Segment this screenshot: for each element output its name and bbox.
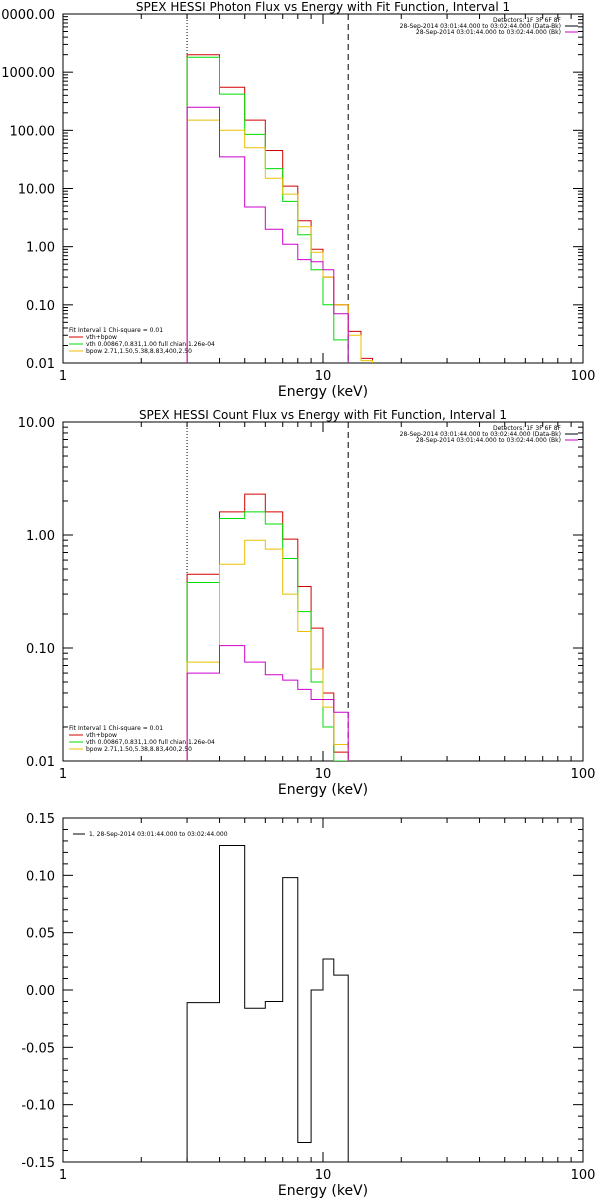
- header-line: Detectors: 1F 3F 6F 8F: [493, 425, 562, 432]
- x-tick-label: 1: [59, 767, 67, 782]
- chart-panel-3: 1 10 100 Energy (keV) -0.15 -0.10 -0.05 0.00 0.0…: [21, 812, 595, 1199]
- chart-title: SPEX HESSI Count Flux vs Energy with Fit…: [139, 408, 507, 422]
- series-group: [186, 54, 373, 363]
- header-line: 28-Sep-2014 03:01:44.000 to 03:02:44.000…: [400, 431, 561, 438]
- x-tick-label: 1: [59, 1168, 67, 1183]
- series-data-line: [186, 106, 349, 363]
- series-bpow-line: [186, 539, 349, 761]
- series-group: [186, 845, 349, 1162]
- x-tick-label: 100: [571, 767, 596, 782]
- x-tick-label: 10: [315, 369, 332, 384]
- y-tick-label: 0.10: [26, 299, 55, 314]
- header-line: Detectors: 1F 3F 6F 8F: [493, 17, 562, 24]
- y-tick-label: 1.00: [26, 241, 55, 256]
- header-line: 28-Sep-2014 03:01:44.000 to 03:02:44.000…: [416, 437, 561, 444]
- y-tick-label: 1000.00: [1, 66, 55, 81]
- x-tick-label: 10: [315, 1168, 332, 1183]
- y-tick-label: 0000.00: [1, 8, 55, 23]
- header-line: 28-Sep-2014 03:01:44.000 to 03:02:44.000…: [416, 29, 561, 36]
- series-vth-bpow-line: [186, 493, 349, 761]
- x-tick-label: 10: [315, 767, 332, 782]
- y-tick-label: 10.00: [18, 183, 55, 198]
- legend-title: Fit Interval 1 Chi-square = 0.01: [69, 725, 163, 732]
- legend-label: vth 0.00867,0.831,1.00 full chian 1.26e-…: [86, 739, 215, 746]
- y-tick-label: -0.15: [21, 1156, 55, 1171]
- y-tick-label: -0.05: [21, 1041, 55, 1056]
- legend-title: Fit Interval 1 Chi-square = 0.01: [69, 327, 163, 334]
- legend-label: 1. 28-Sep-2014 03:01:44.000 to 03:02:44.…: [89, 831, 228, 838]
- x-axis-label: Energy (keV): [278, 384, 368, 400]
- y-tick-label: 0.05: [26, 927, 55, 942]
- y-tick-label: 10.00: [18, 416, 55, 431]
- series-vth-bpow-line: [186, 54, 373, 363]
- series-vth-line: [186, 56, 349, 363]
- y-tick-label: 0.15: [26, 812, 55, 827]
- chart-title: SPEX HESSI Photon Flux vs Energy with Fi…: [136, 0, 510, 14]
- legend-label: vth+bpow: [86, 732, 117, 739]
- y-tick-label: 1.00: [26, 529, 55, 544]
- x-axis-label: Energy (keV): [278, 782, 368, 798]
- x-tick-label: 1: [59, 369, 67, 384]
- y-tick-label: 100.00: [10, 124, 56, 139]
- y-tick-label: 0.01: [26, 357, 55, 372]
- series-1--line: [186, 845, 349, 1162]
- x-tick-label: 100: [571, 369, 596, 384]
- chart-panel-2: SPEX HESSI Count Flux vs Energy with Fit…: [18, 408, 596, 798]
- y-tick-label: -0.10: [21, 1099, 55, 1114]
- x-axis-label: Energy (keV): [278, 1183, 368, 1199]
- legend-label: vth+bpow: [86, 334, 117, 341]
- legend-label: bpow 2.71,1.50,5.38,8.83,400,2.50: [86, 746, 192, 753]
- legend-label: vth 0.00867,0.831,1.00 full chian 1.26e-…: [86, 341, 215, 348]
- y-tick-label: 0.00: [26, 984, 55, 999]
- plot-frame: [62, 13, 584, 364]
- legend-label: bpow 2.71,1.50,5.38,8.83,400,2.50: [86, 348, 192, 355]
- chart-panel-1: SPEX HESSI Photon Flux vs Energy with Fi…: [1, 0, 595, 400]
- x-tick-label: 100: [571, 1168, 596, 1183]
- series-data-line: [186, 645, 349, 761]
- y-tick-label: 0.10: [26, 869, 55, 884]
- header-line: 28-Sep-2014 03:01:44.000 to 03:02:44.000…: [400, 23, 561, 30]
- series-bpow-line: [186, 119, 373, 363]
- series-group: [186, 493, 349, 761]
- y-tick-label: 0.10: [26, 642, 55, 657]
- y-tick-label: 0.01: [26, 755, 55, 770]
